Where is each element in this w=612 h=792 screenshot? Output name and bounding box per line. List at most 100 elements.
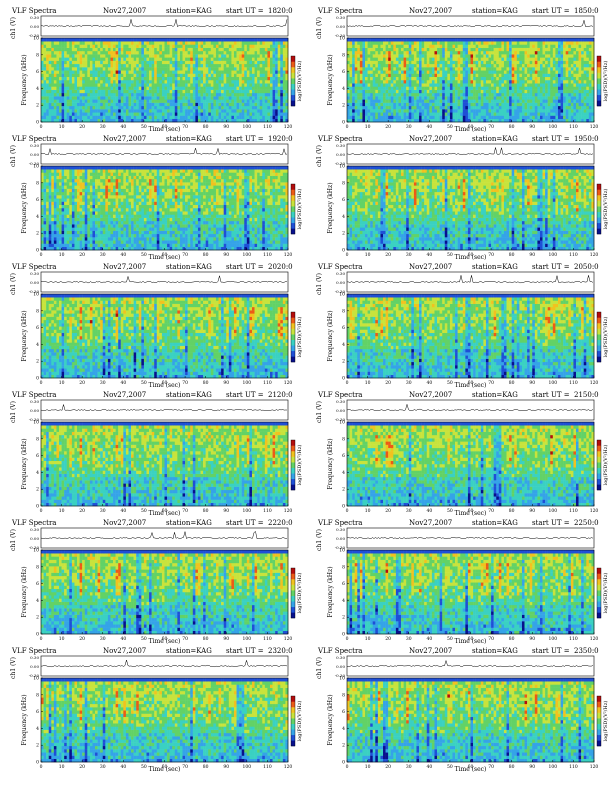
panel-title: VLF Spectra	[317, 391, 362, 399]
ch1-tick-label: -0.30	[335, 289, 346, 294]
panel-station: station=KAG	[166, 519, 212, 527]
x-tick-label: 70	[182, 764, 188, 770]
y-tick-label: 4	[342, 470, 345, 476]
y-axis-label: Frequency (kHz)	[327, 566, 334, 617]
ch1-waveform	[346, 659, 594, 668]
colorbar-label: log(PSD)(V²/Hz)	[296, 61, 303, 102]
spectrogram-heatmap	[41, 294, 289, 379]
x-tick-label: 80	[203, 380, 209, 386]
colorbar-label: log(PSD)(V²/Hz)	[602, 573, 609, 614]
x-tick-label: 110	[263, 636, 272, 642]
y-tick-label: 0	[36, 632, 39, 638]
x-tick-label: 30	[100, 252, 106, 258]
y-tick-label: 6	[342, 709, 345, 715]
y-tick-label: 8	[36, 692, 39, 698]
y-tick-label: 6	[342, 325, 345, 331]
x-tick-label: 70	[182, 380, 188, 386]
x-tick-label: 90	[223, 380, 229, 386]
y-tick-label: 4	[36, 342, 39, 348]
y-tick-label: 8	[36, 308, 39, 314]
x-tick-label: 0	[346, 124, 349, 130]
ch1-tick-label: 0.00	[336, 536, 345, 541]
panel-title: VLF Spectra	[317, 263, 362, 271]
y-axis-label: Frequency (kHz)	[327, 310, 334, 361]
x-tick-label: 10	[365, 764, 371, 770]
x-axis-label: Time (sec)	[149, 766, 181, 773]
colorbar-label: log(PSD)(V²/Hz)	[296, 701, 303, 742]
x-tick-label: 80	[509, 764, 515, 770]
x-tick-label: 10	[365, 508, 371, 514]
x-tick-label: 10	[59, 252, 65, 258]
y-axis-label: Frequency (kHz)	[327, 54, 334, 105]
spectrogram-panel: VLF Spectra Nov27,2007 station=KAG start UT…	[10, 391, 303, 517]
y-tick-label: 6	[342, 69, 345, 75]
spectrogram-heatmap	[347, 166, 595, 251]
ch1-frame	[346, 655, 595, 677]
x-tick-label: 90	[223, 508, 229, 514]
y-tick-label: 0	[342, 632, 345, 638]
panel-start-ut: 2220:0	[268, 519, 293, 527]
x-tick-label: 40	[120, 380, 126, 386]
x-axis-label: Time (sec)	[149, 382, 181, 389]
ch1-axis-label: ch1 (V)	[10, 657, 17, 679]
panel-date: Nov27,2007	[409, 7, 452, 15]
ch1-tick-label: 0.00	[336, 664, 345, 669]
y-tick-label: 8	[342, 308, 345, 314]
ch1-waveform	[40, 275, 288, 284]
ch1-tick-label: -0.30	[29, 673, 40, 678]
ch1-tick-label: -0.30	[29, 545, 40, 550]
panel-title: VLF Spectra	[11, 391, 56, 399]
x-tick-label: 40	[120, 764, 126, 770]
y-tick-label: 10	[339, 548, 345, 554]
x-tick-label: 110	[569, 764, 578, 770]
x-tick-label: 10	[365, 252, 371, 258]
colorbar-label: log(PSD)(V²/Hz)	[602, 61, 609, 102]
spectrogram-panel: VLF Spectra Nov27,2007 station=KAG start UT…	[10, 135, 303, 261]
ch1-tick-label: 0.00	[30, 664, 39, 669]
panel-ut-label: start UT =	[532, 519, 570, 527]
x-tick-label: 90	[223, 764, 229, 770]
panel-date: Nov27,2007	[409, 519, 452, 527]
y-axis-label: Frequency (kHz)	[21, 438, 28, 489]
x-tick-label: 30	[406, 252, 412, 258]
x-tick-label: 80	[203, 764, 209, 770]
y-axis-label: Frequency (kHz)	[21, 310, 28, 361]
panel-date: Nov27,2007	[409, 391, 452, 399]
y-tick-label: 10	[339, 420, 345, 426]
x-tick-label: 100	[549, 380, 558, 386]
x-tick-label: 100	[549, 252, 558, 258]
panel-ut-label: start UT =	[226, 135, 264, 143]
y-tick-label: 0	[36, 120, 39, 126]
x-tick-label: 80	[203, 508, 209, 514]
x-tick-label: 70	[182, 252, 188, 258]
ch1-tick-label: -0.30	[335, 33, 346, 38]
ch1-axis-label: ch1 (V)	[316, 401, 323, 423]
x-axis-label: Time (sec)	[149, 126, 181, 133]
spectrogram-heatmap	[347, 294, 595, 379]
x-tick-label: 60	[468, 252, 474, 258]
ch1-axis-label: ch1 (V)	[316, 145, 323, 167]
x-tick-label: 80	[203, 252, 209, 258]
panel-start-ut: 2350:0	[574, 647, 599, 655]
spectrogram-panel: VLF Spectra Nov27,2007 station=KAG start UT…	[316, 263, 609, 389]
y-tick-label: 6	[36, 325, 39, 331]
x-tick-label: 20	[79, 508, 85, 514]
ch1-axis-label: ch1 (V)	[10, 401, 17, 423]
x-tick-label: 120	[590, 252, 599, 258]
y-tick-label: 2	[342, 103, 345, 109]
panel-date: Nov27,2007	[103, 519, 146, 527]
x-tick-label: 10	[59, 764, 65, 770]
ch1-axis-label: ch1 (V)	[316, 273, 323, 295]
x-axis-label: Time (sec)	[455, 510, 487, 517]
x-axis-label: Time (sec)	[455, 254, 487, 261]
spectrogram-heatmap	[347, 422, 595, 507]
y-tick-label: 10	[33, 292, 39, 298]
y-tick-label: 4	[36, 598, 39, 604]
y-axis-label: Frequency (kHz)	[21, 694, 28, 745]
x-tick-label: 40	[120, 124, 126, 130]
x-tick-label: 70	[488, 124, 494, 130]
ch1-tick-label: 0.00	[336, 408, 345, 413]
x-tick-label: 60	[162, 764, 168, 770]
y-tick-label: 0	[342, 120, 345, 126]
